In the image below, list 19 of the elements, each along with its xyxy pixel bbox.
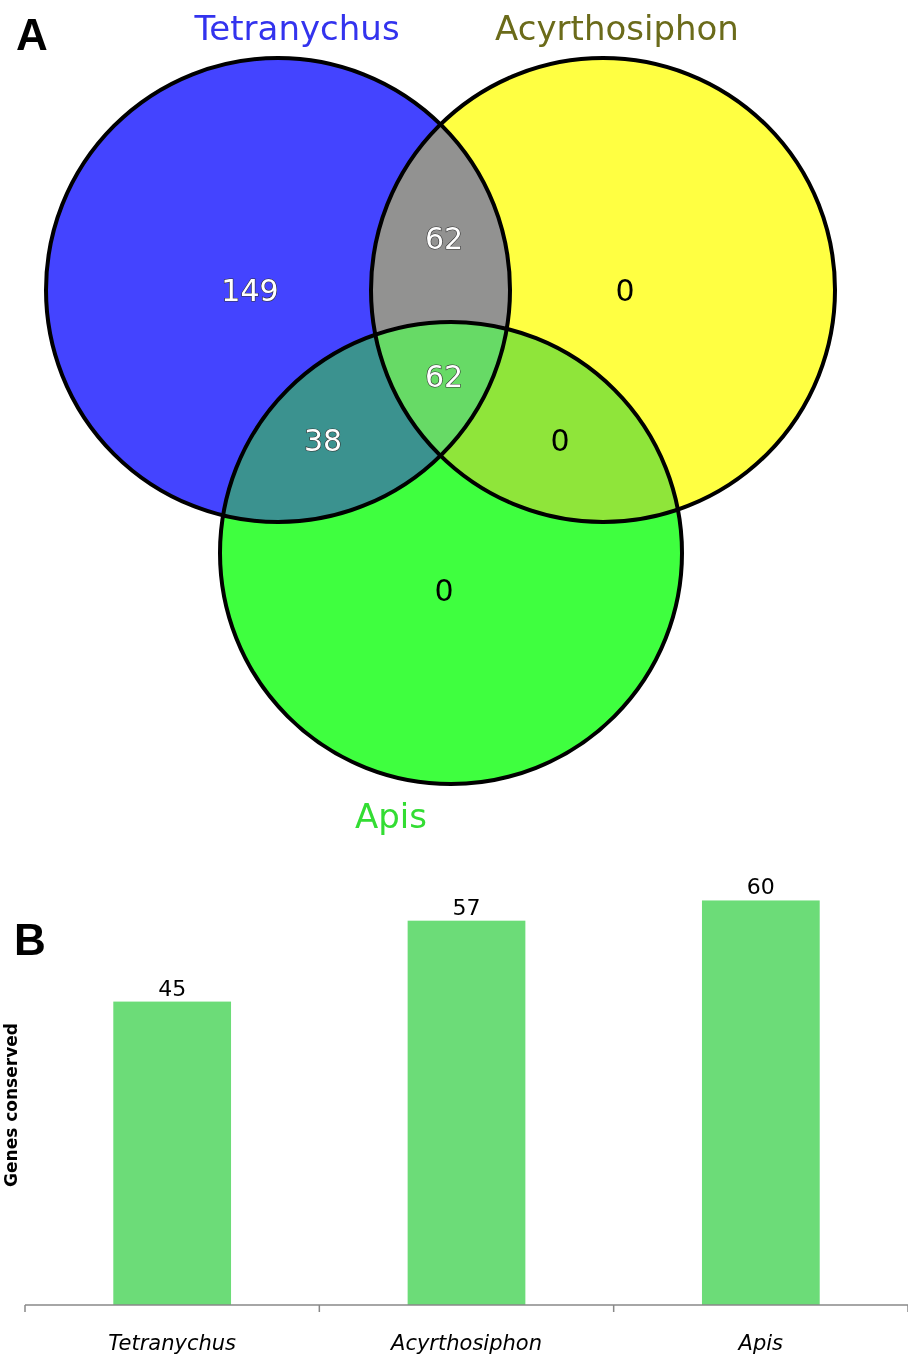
text: 38 — [303, 423, 343, 458]
data-label: 57 — [452, 894, 481, 920]
y-axis-title: Genes conserved — [1, 1023, 21, 1187]
text: 149 — [221, 273, 279, 308]
text: 0 — [550, 423, 570, 458]
text: 62 — [424, 221, 464, 256]
data-label: 45 — [158, 975, 187, 1001]
x-tick-label: Acyrthosiphon — [389, 1331, 542, 1355]
legend-label: Tetranychus — [193, 8, 400, 48]
text: 0 — [615, 273, 635, 308]
data-label: 60 — [746, 874, 775, 900]
x-tick-label: Tetranychus — [108, 1331, 237, 1355]
text: 0 — [434, 573, 454, 608]
text: A — [16, 10, 48, 59]
text: 62 — [424, 359, 464, 394]
chart-title: B — [14, 915, 46, 964]
legend-label: Acyrthosiphon — [495, 8, 739, 48]
legend-label: Apis — [354, 796, 428, 836]
x-tick-label: Apis — [736, 1331, 784, 1355]
